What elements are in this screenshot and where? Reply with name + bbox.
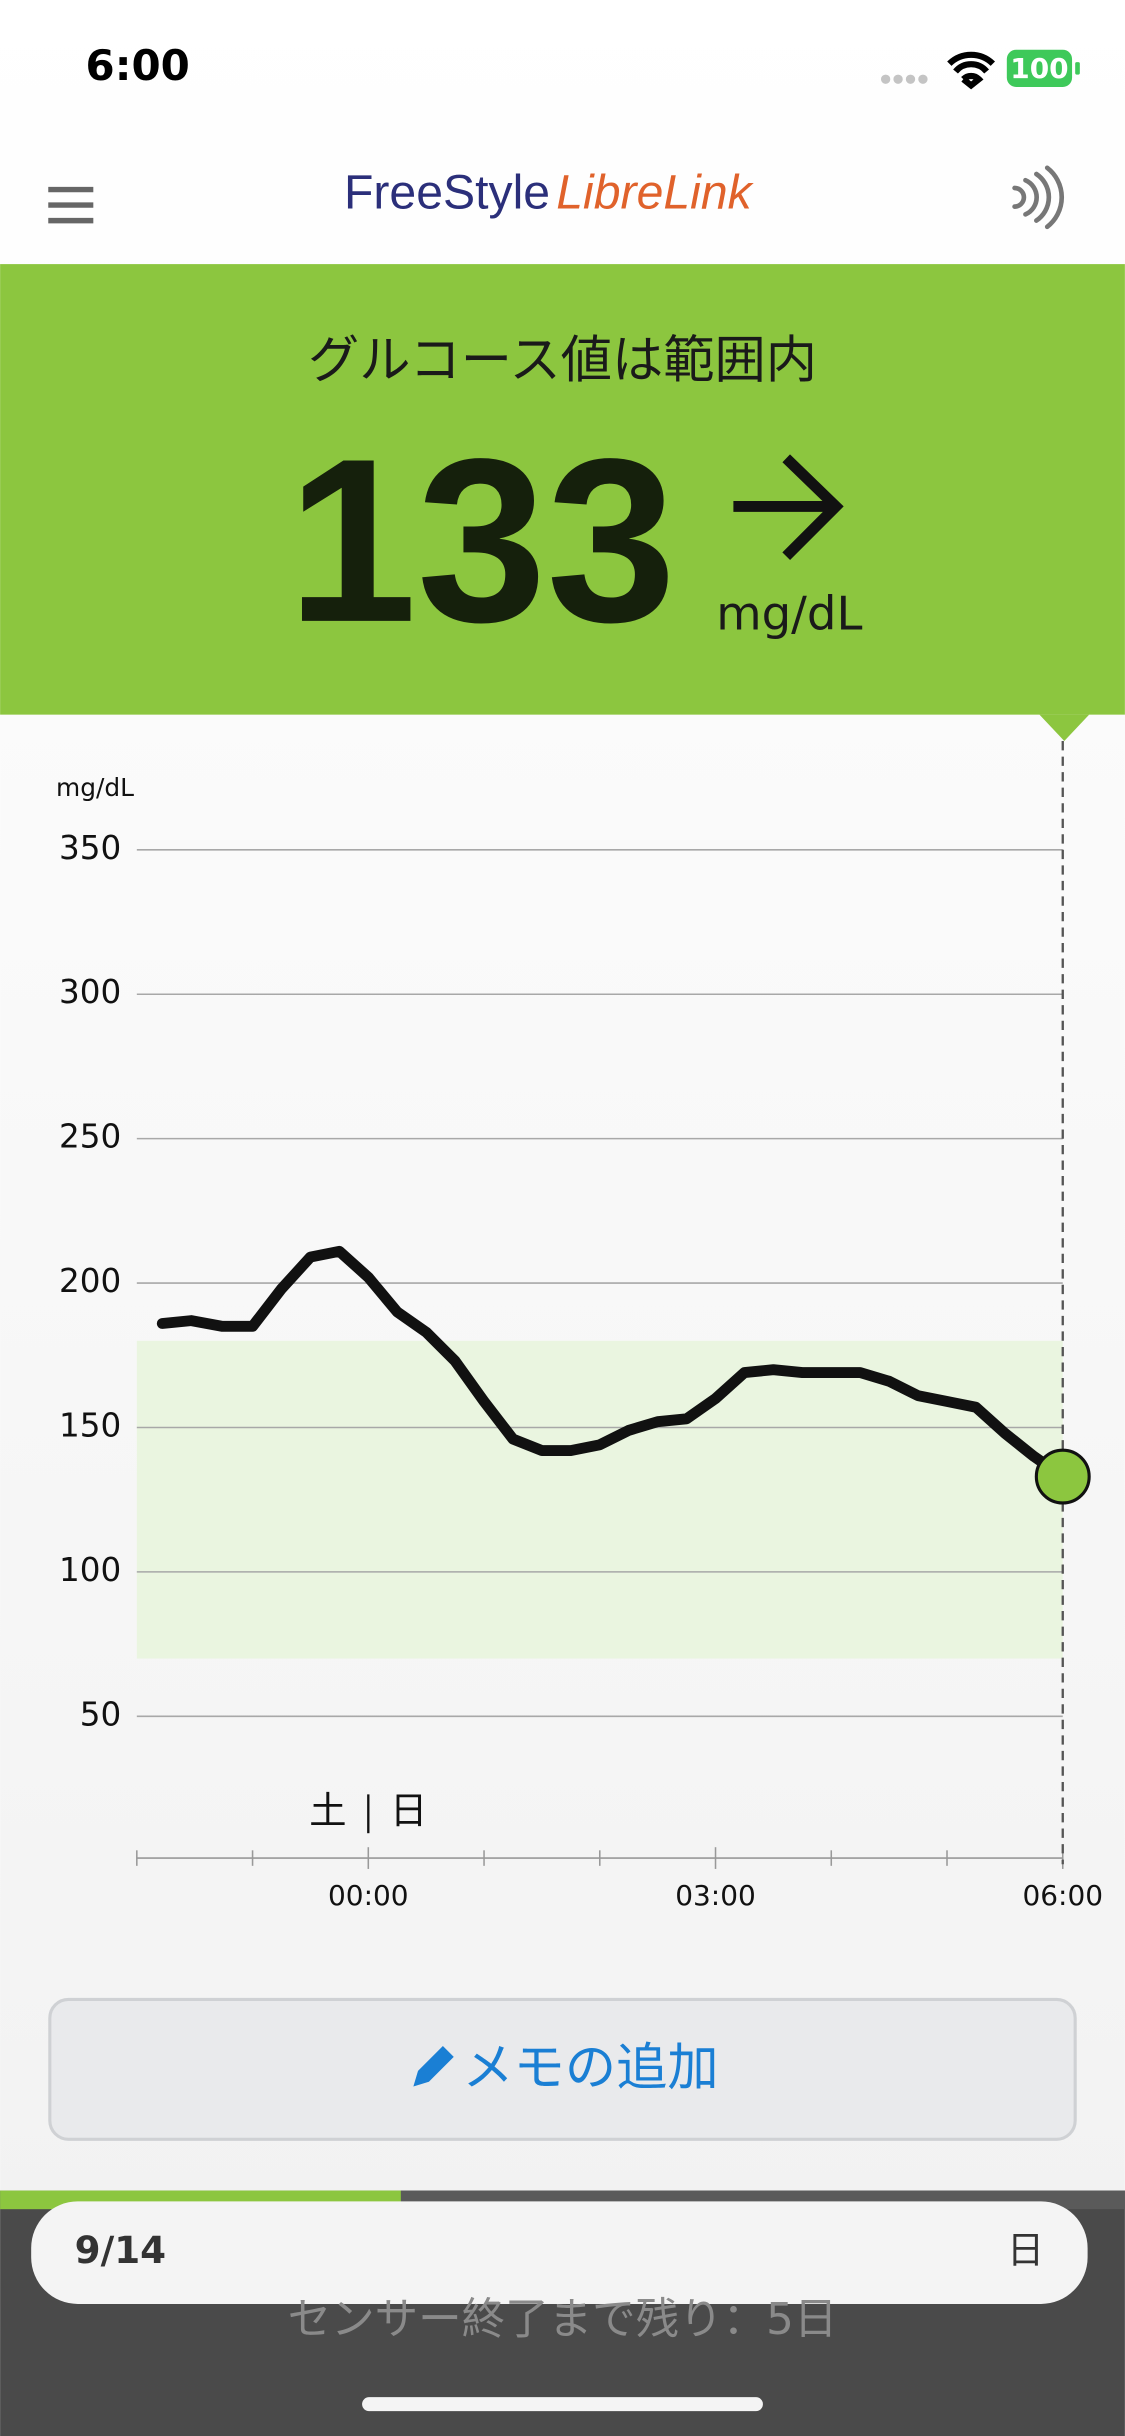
- glucose-chart: mg/dL 50 100 150 200 250 300 350 00:00 03:00 06:0…: [56, 741, 1103, 1912]
- menu-icon[interactable]: [48, 186, 94, 224]
- glucose-unit: mg/dL: [716, 586, 862, 640]
- y-tick-label: 150: [59, 1406, 121, 1444]
- glucose-line: [156, 1245, 1069, 1483]
- y-tick-label: 100: [59, 1551, 121, 1589]
- memo-button-bg[interactable]: [48, 1997, 1077, 2141]
- battery-level: 100: [1010, 52, 1068, 85]
- status-banner: [0, 264, 1125, 715]
- battery-tip: [1075, 62, 1080, 75]
- current-reading-dot: [1034, 1448, 1091, 1505]
- x-tick-label: 03:00: [675, 1879, 756, 1912]
- product: LibreLink: [556, 165, 754, 219]
- banner-pointer: [1039, 714, 1090, 742]
- home-indicator: [362, 2397, 763, 2412]
- glucose-status: グルコース値は範囲内: [308, 331, 817, 391]
- memo-button-label[interactable]: メモの追加: [462, 2038, 718, 2098]
- status-time: 6:00: [86, 41, 190, 90]
- calendar-date: 9/14: [75, 2228, 166, 2272]
- y-axis-label: mg/dL: [56, 773, 134, 802]
- sensor-note: センサー終了まで残り：5日: [288, 2295, 838, 2345]
- target-range: [136, 1340, 1063, 1659]
- y-tick-label: 250: [59, 1118, 121, 1156]
- y-tick-label: 200: [59, 1262, 121, 1300]
- wifi-icon: [947, 51, 996, 90]
- trend-arrow: [733, 454, 844, 561]
- y-tick-label: 350: [59, 829, 121, 867]
- x-tick-label: 06:00: [1022, 1879, 1103, 1912]
- battery: [1006, 49, 1073, 87]
- y-tick-label: 50: [80, 1695, 122, 1733]
- brand: FreeStyle: [344, 165, 550, 219]
- date-pill[interactable]: [31, 2201, 1088, 2304]
- glucose-value: 133: [287, 411, 676, 671]
- signal-dots: [880, 74, 928, 84]
- day-label: 土: [309, 1789, 346, 1833]
- nfc-icon[interactable]: [1012, 165, 1065, 230]
- y-tick-label: 300: [59, 973, 121, 1011]
- day-label: 日: [390, 1789, 427, 1833]
- pencil-icon: [413, 2046, 454, 2087]
- calendar-weekday: 日: [1007, 2228, 1044, 2272]
- memo-button[interactable]: メモの追加: [48, 1997, 1077, 2141]
- x-tick-label: 00:00: [328, 1879, 409, 1912]
